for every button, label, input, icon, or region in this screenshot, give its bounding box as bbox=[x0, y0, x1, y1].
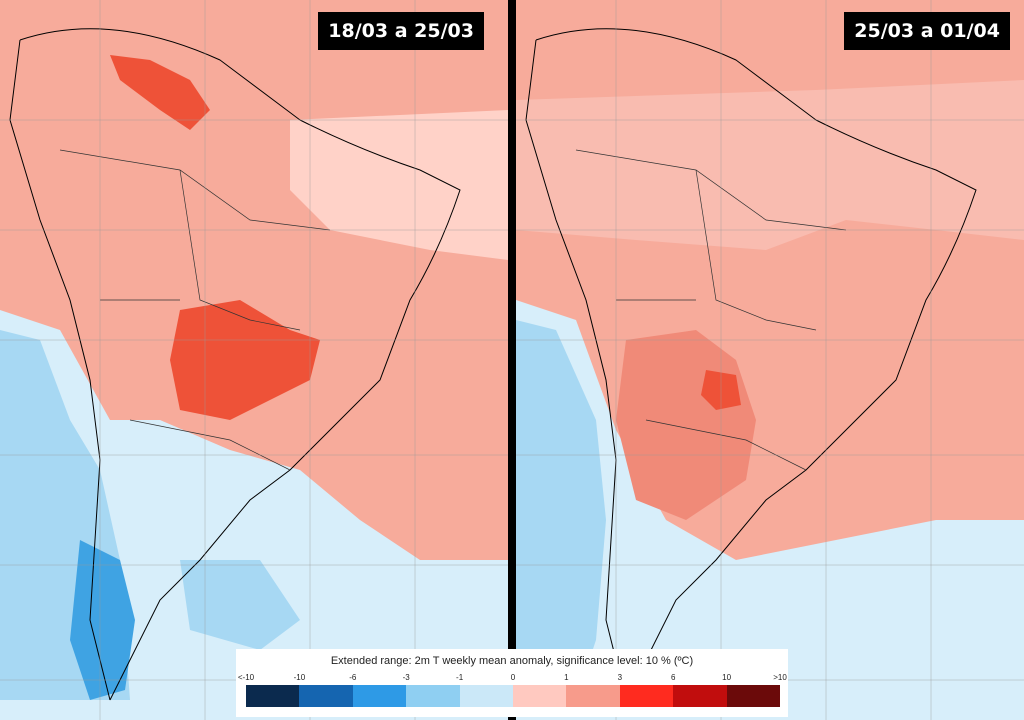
legend-title: Extended range: 2m T weekly mean anomaly… bbox=[330, 655, 694, 667]
legend-tick-label: -6 bbox=[349, 673, 357, 682]
neutral-band-north bbox=[516, 80, 1024, 250]
legend-swatch bbox=[566, 685, 620, 707]
legend-tick-label: 1 bbox=[564, 673, 569, 682]
legend-swatch bbox=[352, 685, 407, 707]
legend-tick-label: 10 bbox=[722, 673, 732, 682]
legend-tick-label: 3 bbox=[617, 673, 623, 682]
coastline bbox=[9, 28, 461, 701]
legend-tick-label: >10 bbox=[773, 673, 787, 682]
legend-color-bar bbox=[246, 685, 781, 707]
legend-swatch bbox=[246, 685, 300, 707]
country-borders bbox=[575, 149, 847, 471]
legend-swatch bbox=[619, 685, 674, 707]
legend-swatch bbox=[513, 685, 567, 707]
legend-tick-label: -3 bbox=[402, 673, 410, 682]
strong-cold-patagonia bbox=[70, 540, 135, 700]
panel-divider bbox=[508, 0, 516, 720]
coastline bbox=[525, 28, 977, 701]
map-panel-week-2: 25/03 a 01/04 bbox=[516, 0, 1024, 720]
legend-tick-label: 6 bbox=[670, 673, 676, 682]
legend-tick-label: 0 bbox=[510, 673, 516, 682]
color-scale-legend: Extended range: 2m T weekly mean anomaly… bbox=[236, 649, 788, 717]
legend-tick-label: -1 bbox=[456, 673, 464, 682]
legend-swatch bbox=[726, 685, 781, 707]
legend-swatch bbox=[459, 685, 514, 707]
cold-zone-south-atlantic bbox=[180, 560, 300, 650]
neutral-zone-northeast bbox=[290, 110, 508, 260]
strong-warm-north bbox=[110, 55, 210, 130]
period-label-week-1: 18/03 a 25/03 bbox=[318, 12, 484, 50]
cold-zone-chile bbox=[516, 320, 606, 700]
anomaly-map-week-2 bbox=[516, 0, 1024, 720]
legend-swatch bbox=[299, 685, 353, 707]
map-panel-week-1: 18/03 a 25/03 bbox=[0, 0, 508, 720]
legend-swatch bbox=[673, 685, 727, 707]
cold-anomaly-south bbox=[516, 300, 1024, 720]
anomaly-map-week-1 bbox=[0, 0, 508, 720]
period-label-week-2: 25/03 a 01/04 bbox=[844, 12, 1010, 50]
legend-tick-label: -10 bbox=[293, 673, 306, 682]
legend-swatch bbox=[406, 685, 460, 707]
legend-tick-label: <-10 bbox=[237, 673, 255, 682]
country-borders bbox=[59, 149, 331, 471]
strong-warm-center bbox=[170, 300, 320, 420]
